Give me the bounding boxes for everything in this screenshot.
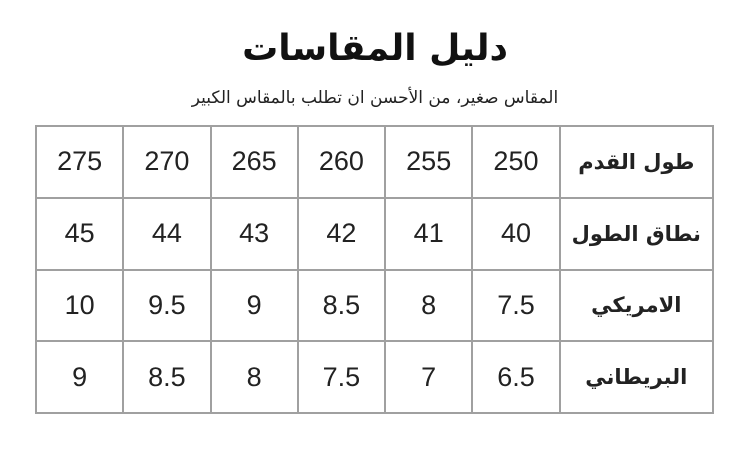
size-cell: 265: [209, 125, 299, 199]
table-row: 9 8.5 8 7.5 7 6.5 البريطاني: [34, 340, 715, 414]
size-cell: 250: [471, 125, 561, 199]
size-cell: 7.5: [471, 268, 561, 343]
size-cell: 7.5: [296, 340, 387, 414]
size-cell: 42: [296, 196, 387, 271]
size-cell: 43: [209, 196, 299, 271]
size-cell: 9: [209, 268, 299, 343]
size-cell: 41: [384, 196, 474, 271]
size-cell: 44: [122, 196, 212, 271]
size-cell: 45: [34, 196, 125, 271]
size-cell: 9: [34, 340, 125, 414]
size-cell: 10: [34, 268, 125, 343]
row-header: البريطاني: [558, 340, 715, 414]
size-cell: 270: [122, 125, 212, 199]
size-cell: 9.5: [122, 268, 212, 343]
size-cell: 8: [209, 340, 299, 414]
size-cell: 7: [384, 340, 474, 414]
size-table: 275 270 265 260 255 250 طول القدم 45 44 43 42 41 40 ن…: [34, 125, 715, 414]
table-row: 10 9.5 9 8.5 8 7.5 الامريكي: [34, 268, 715, 343]
page-title: دليل المقاسات: [242, 28, 508, 69]
size-cell: 275: [34, 125, 125, 199]
size-cell: 8.5: [296, 268, 387, 343]
row-header: الامريكي: [558, 268, 715, 343]
size-cell: 260: [296, 125, 387, 199]
row-header: نطاق الطول: [558, 196, 715, 271]
table-row: 45 44 43 42 41 40 نطاق الطول: [34, 196, 715, 271]
subtitle: المقاس صغير، من الأحسن ان تطلب بالمقاس ا…: [191, 88, 559, 108]
size-cell: 6.5: [471, 340, 561, 414]
row-header: طول القدم: [558, 125, 715, 199]
table-row: 275 270 265 260 255 250 طول القدم: [34, 125, 715, 199]
size-cell: 8: [384, 268, 474, 343]
size-cell: 40: [471, 196, 561, 271]
size-cell: 8.5: [122, 340, 212, 414]
size-cell: 255: [384, 125, 474, 199]
